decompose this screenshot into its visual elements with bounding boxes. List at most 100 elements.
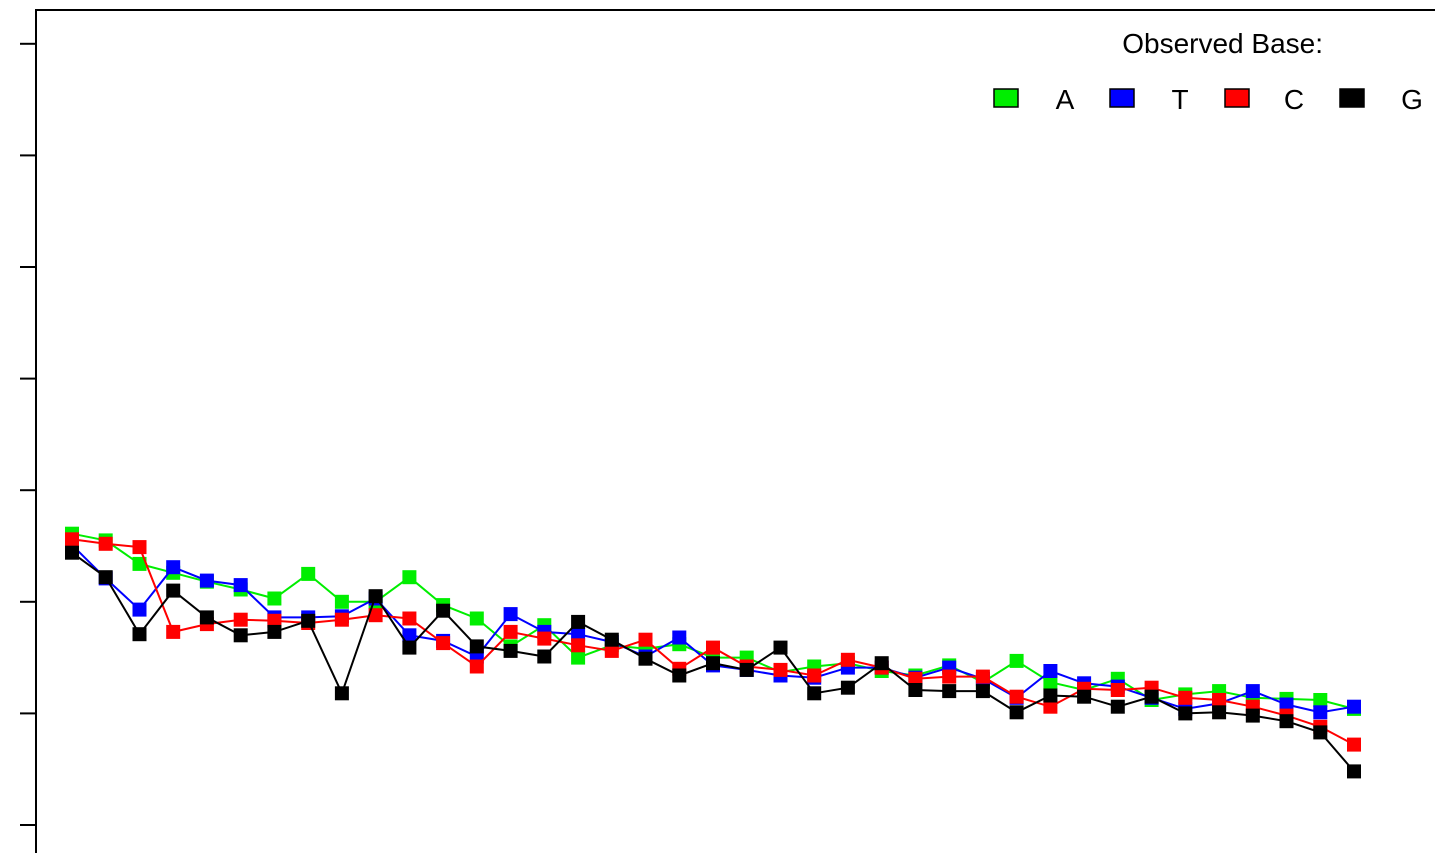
y-axis-ticks xyxy=(20,42,36,826)
data-point-C xyxy=(1009,689,1024,704)
data-point-G xyxy=(1313,725,1328,740)
data-point-G xyxy=(1009,705,1024,720)
data-point-C xyxy=(1110,683,1125,697)
data-point-C xyxy=(1347,737,1361,752)
data-point-G xyxy=(199,610,214,625)
data-point-G xyxy=(503,643,518,658)
data-point-G xyxy=(166,583,181,598)
legend-label-A: A xyxy=(1056,84,1075,115)
data-point-C xyxy=(908,671,923,686)
data-point-G xyxy=(807,686,822,701)
data-point-G xyxy=(1043,688,1058,703)
data-point-T xyxy=(503,607,518,622)
data-point-A xyxy=(267,591,282,606)
data-point-C xyxy=(807,668,822,683)
data-point-C xyxy=(267,613,282,628)
data-point-A xyxy=(402,570,417,585)
series-C xyxy=(65,532,1361,752)
data-point-C xyxy=(233,612,248,627)
data-point-G xyxy=(1144,689,1159,704)
series-layer xyxy=(65,526,1361,779)
data-point-G xyxy=(840,680,855,695)
data-point-C xyxy=(503,624,518,639)
data-point-A xyxy=(1043,675,1058,690)
data-point-G xyxy=(1245,708,1260,723)
data-point-A xyxy=(1009,653,1024,668)
legend-title: Observed Base: xyxy=(1122,28,1323,59)
data-point-G xyxy=(1178,706,1193,721)
data-point-C xyxy=(706,640,720,655)
data-point-C xyxy=(368,608,383,623)
data-point-G xyxy=(267,624,282,639)
data-point-T xyxy=(672,630,687,645)
data-point-G xyxy=(1077,689,1092,704)
data-point-G xyxy=(469,639,484,654)
data-point-G xyxy=(908,683,923,697)
legend: Observed Base: A T C G xyxy=(993,28,1423,115)
data-point-G xyxy=(739,662,754,677)
data-point-C xyxy=(571,638,586,653)
legend-swatch-T xyxy=(1109,88,1135,108)
series-G xyxy=(65,545,1361,779)
data-point-C xyxy=(638,632,653,647)
data-point-C xyxy=(469,659,484,674)
data-point-G xyxy=(706,656,720,671)
data-point-C xyxy=(334,612,349,627)
data-point-A xyxy=(469,611,484,626)
data-point-G xyxy=(604,632,619,647)
data-point-C xyxy=(1178,690,1193,705)
legend-swatch-G xyxy=(1339,88,1365,108)
data-point-G xyxy=(874,656,889,671)
data-point-T xyxy=(199,573,214,588)
data-point-T xyxy=(1279,697,1294,712)
legend-label-T: T xyxy=(1171,84,1188,115)
legend-swatch-C xyxy=(1224,88,1250,108)
data-point-G xyxy=(1279,714,1294,729)
data-point-G xyxy=(975,684,990,699)
data-point-T xyxy=(1347,699,1361,714)
data-point-G xyxy=(65,545,79,560)
data-point-T xyxy=(571,627,586,642)
data-point-G xyxy=(334,686,349,701)
data-point-G xyxy=(638,651,653,666)
data-point-G xyxy=(571,614,586,629)
data-point-T xyxy=(233,578,248,593)
data-point-C xyxy=(1212,693,1227,707)
data-point-A xyxy=(571,650,586,665)
data-point-C xyxy=(1043,699,1058,714)
data-point-T xyxy=(1313,705,1328,720)
data-point-C xyxy=(942,669,957,684)
data-point-G xyxy=(942,684,957,699)
data-point-G xyxy=(672,668,687,683)
data-point-T xyxy=(166,560,181,575)
data-point-C xyxy=(604,643,619,658)
data-point-G xyxy=(1212,705,1227,720)
data-point-T xyxy=(402,628,417,643)
data-point-G xyxy=(301,613,316,628)
data-point-T xyxy=(132,602,147,617)
data-point-C xyxy=(773,662,788,677)
data-point-G xyxy=(233,628,248,643)
data-point-G xyxy=(98,570,113,585)
data-point-C xyxy=(65,532,79,547)
data-point-C xyxy=(975,669,990,684)
legend-label-C: C xyxy=(1284,84,1304,115)
legend-swatch-A xyxy=(993,88,1019,108)
data-point-A xyxy=(132,556,147,571)
data-point-A xyxy=(301,566,316,581)
data-point-G xyxy=(537,649,552,664)
data-point-C xyxy=(537,631,552,646)
data-point-C xyxy=(132,540,147,555)
data-point-A xyxy=(1313,693,1328,707)
data-point-G xyxy=(368,589,383,604)
data-point-A xyxy=(334,594,349,609)
data-point-G xyxy=(436,603,451,618)
data-point-C xyxy=(402,611,417,626)
data-point-T xyxy=(1245,684,1260,699)
data-point-G xyxy=(773,640,788,655)
series-line-T xyxy=(71,544,1355,714)
plot-frame xyxy=(35,9,1435,853)
data-point-G xyxy=(1347,764,1361,779)
data-point-C xyxy=(840,652,855,667)
